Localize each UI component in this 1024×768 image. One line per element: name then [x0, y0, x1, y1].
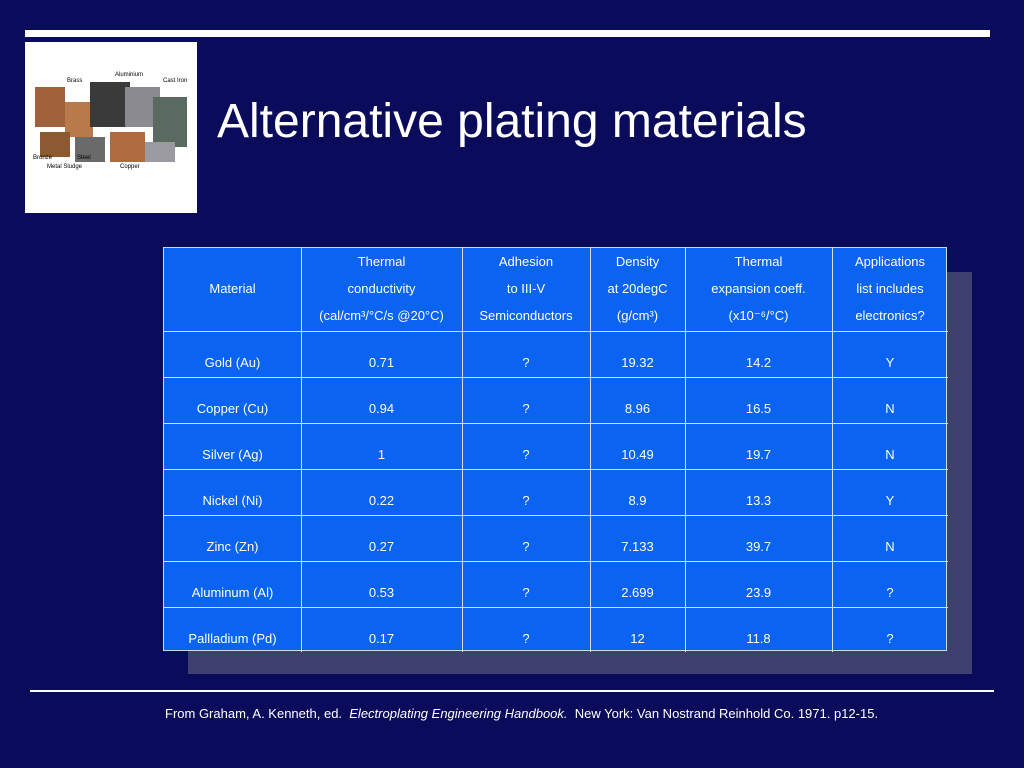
table-cell: 13.3	[745, 493, 772, 508]
top-bar	[25, 30, 990, 37]
table-cell: 0.53	[368, 585, 395, 600]
table-cell: ?	[522, 631, 530, 646]
citation: From Graham, A. Kenneth, ed. Electroplat…	[165, 706, 878, 721]
table-cell: 0.17	[368, 631, 395, 646]
table-cell: ?	[522, 447, 530, 462]
table-cell: Aluminum (Al)	[191, 585, 274, 600]
metal-piece	[65, 102, 93, 137]
header-cell: (cal/cm³/°C/s @20°C)	[319, 308, 444, 323]
photo-label: Metal Sludge	[47, 164, 83, 170]
header-cell: (x10⁻⁶/°C)	[728, 308, 789, 323]
row-border	[164, 515, 948, 516]
table-cell: Y	[885, 355, 895, 370]
slide-title: Alternative plating materials	[217, 95, 807, 148]
citation-text: New York: Van Nostrand Reinhold Co. 1971…	[574, 706, 879, 721]
table-cell: ?	[522, 401, 530, 416]
header-cell: at 20degC	[607, 281, 668, 296]
header-cell: Adhesion	[498, 254, 554, 269]
photo-label: Steel	[77, 155, 91, 161]
table-cell: 8.96	[624, 401, 651, 416]
citation-title: Electroplating Engineering Handbook.	[349, 706, 568, 721]
photo-label: Aluminium	[115, 72, 143, 78]
table-cell: 19.7	[745, 447, 772, 462]
metal-piece	[110, 132, 145, 162]
photo-label: Cast Iron	[163, 78, 187, 84]
table-cell: Zinc (Zn)	[206, 539, 259, 554]
table-cell: 1	[377, 447, 386, 462]
column-border	[301, 248, 302, 652]
metal-piece	[75, 137, 105, 162]
table-cell: 0.27	[368, 539, 395, 554]
table-cell: 2.699	[621, 585, 654, 600]
row-border	[164, 561, 948, 562]
header-cell: Density	[615, 254, 660, 269]
table-cell: 0.22	[368, 493, 395, 508]
header-cell: expansion coeff.	[711, 281, 806, 296]
header-cell: Applications	[854, 254, 926, 269]
column-border	[462, 248, 463, 652]
table-cell: 19.32	[621, 355, 654, 370]
header-cell: to III-V	[506, 281, 546, 296]
header-cell: (g/cm³)	[616, 308, 659, 323]
photo-label: Brass	[67, 78, 82, 84]
table-cell: Copper (Cu)	[196, 401, 269, 416]
table-cell: Y	[885, 493, 895, 508]
row-border	[164, 377, 948, 378]
metal-piece	[90, 82, 130, 127]
table-cell: 8.9	[628, 493, 647, 508]
column-border	[832, 248, 833, 652]
table-cell: ?	[522, 493, 530, 508]
metal-piece	[40, 132, 70, 157]
table-cell: ?	[522, 355, 530, 370]
row-border	[164, 469, 948, 470]
header-cell: Thermal	[734, 254, 783, 269]
data-table: Material Thermal conductivity (cal/cm³/°C/s…	[163, 247, 948, 652]
table-cell: Nickel (Ni)	[202, 493, 263, 508]
citation-text: From Graham, A. Kenneth, ed.	[165, 706, 343, 721]
table-cell: 12	[630, 631, 645, 646]
table-cell: Gold (Au)	[204, 355, 261, 370]
photo-label: Copper	[120, 164, 140, 170]
footer-rule	[30, 690, 994, 692]
table-cell: 10.49	[621, 447, 654, 462]
header-cell: Thermal	[357, 254, 406, 269]
column-border	[590, 248, 591, 652]
row-border	[164, 331, 948, 332]
table-cell: 11.8	[746, 631, 771, 646]
table-cell: ?	[522, 585, 530, 600]
table-cell: 0.94	[368, 401, 395, 416]
table-cell: N	[885, 539, 895, 554]
header-cell: Material	[209, 281, 256, 296]
table-cell: Pallladium (Pd)	[188, 631, 277, 646]
table-cell: N	[885, 447, 895, 462]
table-cell: ?	[886, 585, 894, 600]
metals-photo: Brass Aluminium Cast Iron Bronze Steel M…	[25, 42, 197, 213]
photo-art: Brass Aluminium Cast Iron Bronze Steel M…	[33, 72, 187, 170]
header-cell: Semiconductors	[479, 308, 573, 323]
table-cell: Silver (Ag)	[202, 447, 263, 462]
row-border	[164, 607, 948, 608]
header-cell: conductivity	[347, 281, 416, 296]
table-cell: 39.7	[745, 539, 772, 554]
row-border	[164, 423, 948, 424]
photo-label: Bronze	[33, 155, 53, 161]
table-cell: 0.71	[368, 355, 395, 370]
header-cell: list includes	[856, 281, 924, 296]
table-cell: ?	[886, 631, 894, 646]
header-cell: electronics?	[855, 308, 925, 323]
table-cell: 14.2	[745, 355, 772, 370]
table-cell: ?	[522, 539, 530, 554]
table-cell: 23.9	[745, 585, 772, 600]
metal-piece	[145, 142, 175, 162]
table-cell: 16.5	[745, 401, 772, 416]
table-cell: 7.133	[621, 539, 654, 554]
metal-piece	[35, 87, 65, 127]
metal-piece	[153, 97, 187, 147]
table-cell: N	[885, 401, 895, 416]
column-border	[685, 248, 686, 652]
